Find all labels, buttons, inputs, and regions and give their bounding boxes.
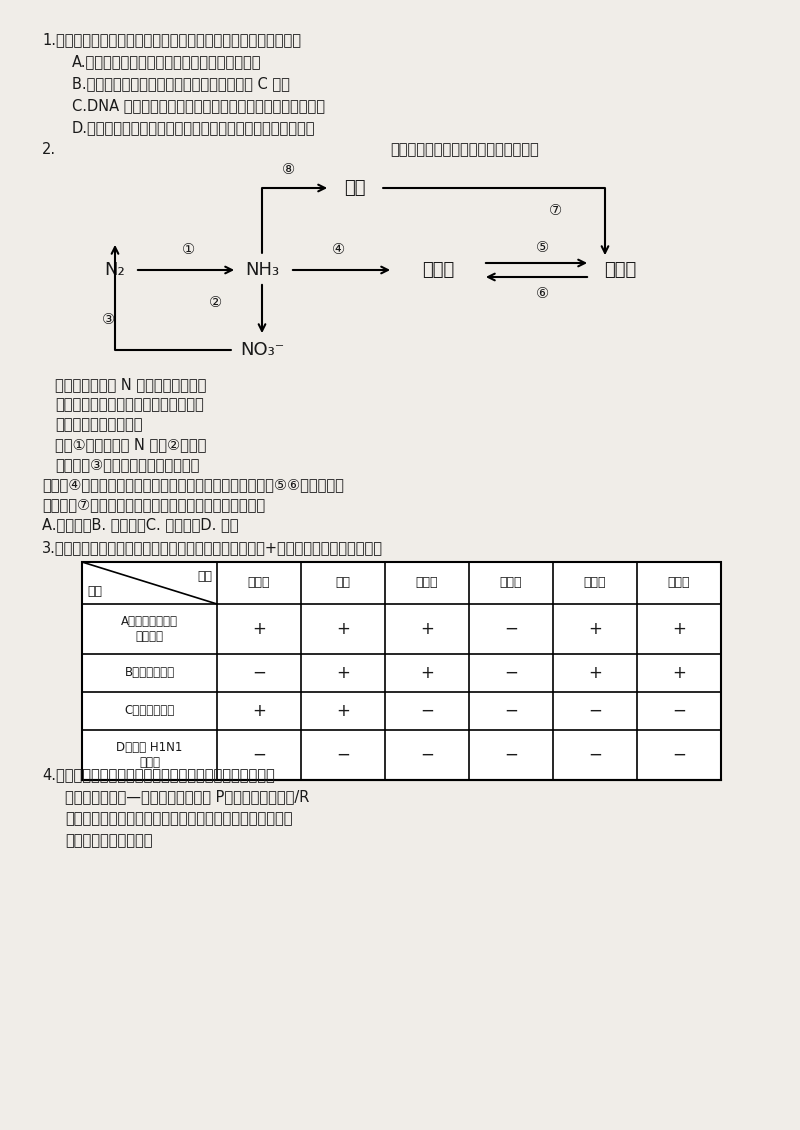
Text: A.一处　　B. 两处　　C. 三处　　D. 四处: A.一处 B. 两处 C. 三处 D. 四处: [42, 518, 238, 532]
Text: 了个自然界中含 N 物质之间关系的知: 了个自然界中含 N 物质之间关系的知: [55, 377, 206, 392]
Text: 蛋白质: 蛋白质: [604, 261, 636, 279]
Text: 叶绻体: 叶绻体: [500, 576, 522, 590]
Text: ③: ③: [102, 313, 114, 328]
Text: +: +: [672, 620, 686, 638]
Text: 选项: 选项: [87, 585, 102, 598]
Text: NH₃: NH₃: [245, 261, 279, 279]
Text: N₂: N₂: [105, 261, 126, 279]
Text: 3.下表是几种生物相关结构的比较，其中正确的是（其中+表示含有，一表示不含有）: 3.下表是几种生物相关结构的比较，其中正确的是（其中+表示含有，一表示不含有）: [42, 540, 383, 556]
Text: −: −: [672, 702, 686, 720]
Text: 细胤: 细胤: [335, 576, 350, 590]
Text: 项目: 项目: [197, 570, 212, 583]
Text: 有一位同学在学习生物的代谢以后，做: 有一位同学在学习生物的代谢以后，做: [390, 142, 538, 157]
Text: −: −: [336, 746, 350, 764]
Text: 4.　生态学家研究发现，植物群落中的类胡萝卜素和叶绻素: 4. 生态学家研究发现，植物群落中的类胡萝卜素和叶绻素: [42, 767, 274, 782]
Text: +: +: [672, 664, 686, 683]
Text: 2.: 2.: [42, 142, 56, 157]
Text: +: +: [420, 620, 434, 638]
Text: A（甘蕍叶维管束
鷢细胞）: A（甘蕍叶维管束 鷢细胞）: [121, 615, 178, 643]
Text: ⑧: ⑧: [282, 163, 294, 177]
Text: +: +: [252, 620, 266, 638]
Text: 氨基酸: 氨基酸: [422, 261, 454, 279]
Text: −: −: [420, 702, 434, 720]
Text: 列有关叙述中正确的是: 列有关叙述中正确的是: [65, 834, 153, 849]
Text: −: −: [504, 746, 518, 764]
Text: B.　组成生活细胞的主要元素中含量最多的是 C 元素: B. 组成生活细胞的主要元素中含量最多的是 C 元素: [72, 77, 290, 92]
Text: ④: ④: [331, 243, 345, 258]
Text: ①: ①: [182, 243, 194, 258]
Text: C.DNA 分子可以作为鉴别不同生物的依据，而蛋白质则不能: C.DNA 分子可以作为鉴别不同生物的依据，而蛋白质则不能: [72, 98, 325, 113]
Text: −: −: [588, 702, 602, 720]
Text: 细胞壁: 细胞壁: [248, 576, 270, 590]
Bar: [82, 562, 721, 780]
Text: （细胤呼吸强度）比率之间存在一定的关系，如图所示。下: （细胤呼吸强度）比率之间存在一定的关系，如图所示。下: [65, 811, 293, 826]
Text: 尿素: 尿素: [344, 179, 366, 197]
Text: −: −: [504, 664, 518, 683]
Text: D（甲型 H1N1
病毒）: D（甲型 H1N1 病毒）: [116, 741, 182, 770]
Text: C（大肠杆菌）: C（大肠杆菌）: [124, 704, 174, 718]
Text: 在核糖体⑦过程与动物细胞内进行的脂氨基作用密切相关: 在核糖体⑦过程与动物细胞内进行的脂氨基作用密切相关: [42, 497, 265, 513]
Text: 含量的比率（黄—绻比率）与群落的 P（光合作用强度）/R: 含量的比率（黄—绻比率）与群落的 P（光合作用强度）/R: [65, 790, 310, 805]
Text: B（蚌虫细胞）: B（蚌虫细胞）: [125, 667, 174, 679]
Text: −: −: [252, 664, 266, 683]
Text: D.　纤维素作为人的第七营养物质而成为建构人体细胞的原料: D. 纤维素作为人的第七营养物质而成为建构人体细胞的原料: [72, 121, 315, 136]
Text: −: −: [252, 746, 266, 764]
Text: 解。其中错误的有几处: 解。其中错误的有几处: [55, 417, 142, 433]
Text: 注：①表示生物固 N 作用②表示硒: 注：①表示生物固 N 作用②表示硒: [55, 437, 206, 452]
Text: +: +: [588, 620, 602, 638]
Text: +: +: [336, 702, 350, 720]
Text: ②: ②: [209, 295, 222, 310]
Text: +: +: [336, 620, 350, 638]
Text: ⑦: ⑦: [549, 202, 562, 217]
Text: +: +: [252, 702, 266, 720]
Text: +: +: [588, 664, 602, 683]
Text: −: −: [672, 746, 686, 764]
Text: ⑥: ⑥: [535, 287, 549, 302]
Text: 化作用④表示的过程一般是在植物细胞的细胞质中进行　　⑤⑥过程进行身: 化作用④表示的过程一般是在植物细胞的细胞质中进行 ⑤⑥过程进行身: [42, 478, 344, 493]
Text: 识结构体系表如下图所示，并且做了注: 识结构体系表如下图所示，并且做了注: [55, 398, 204, 412]
Text: −: −: [420, 746, 434, 764]
Text: A.　葡萄糖存在于叶绻体中而不存在于线粒体中: A. 葡萄糖存在于叶绻体中而不存在于线粒体中: [72, 54, 262, 70]
Text: 化作用　③表示在氧气充足下的反硒: 化作用 ③表示在氧气充足下的反硒: [55, 458, 199, 472]
Text: ⑤: ⑤: [535, 241, 549, 255]
Text: +: +: [336, 664, 350, 683]
Text: −: −: [588, 746, 602, 764]
Text: 细胞核: 细胞核: [416, 576, 438, 590]
Text: 1.　下列有关构成细胞的化学元素和化合物相关的叙述，正确的是: 1. 下列有关构成细胞的化学元素和化合物相关的叙述，正确的是: [42, 33, 301, 47]
Text: −: −: [504, 702, 518, 720]
Text: −: −: [504, 620, 518, 638]
Text: +: +: [420, 664, 434, 683]
Text: NO₃⁻: NO₃⁻: [240, 341, 284, 359]
Text: 线粒体: 线粒体: [584, 576, 606, 590]
Text: 核糖体: 核糖体: [668, 576, 690, 590]
